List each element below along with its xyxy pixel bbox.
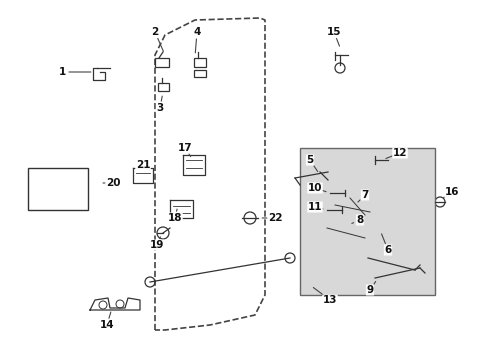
Text: 10: 10 [307, 183, 322, 193]
Text: 13: 13 [322, 295, 337, 305]
Text: 15: 15 [326, 27, 341, 37]
Text: 6: 6 [384, 245, 391, 255]
Bar [194, 70, 205, 77]
Text: 8: 8 [356, 215, 363, 225]
Text: 4: 4 [193, 27, 200, 37]
Text: 7: 7 [361, 190, 368, 200]
Text: 9: 9 [366, 285, 373, 295]
Bar [155, 58, 169, 67]
Bar [194, 58, 205, 67]
Text: 19: 19 [149, 240, 164, 250]
Text: 18: 18 [167, 213, 182, 223]
Text: 14: 14 [100, 320, 114, 330]
Text: 21: 21 [136, 160, 150, 170]
Text: 16: 16 [444, 187, 458, 197]
Text: 5: 5 [306, 155, 313, 165]
Bar [158, 83, 169, 91]
Text: 12: 12 [392, 148, 407, 158]
Text: 3: 3 [156, 103, 163, 113]
Bar [299, 148, 434, 295]
Text: 22: 22 [267, 213, 282, 223]
Text: 1: 1 [58, 67, 65, 77]
Text: 2: 2 [151, 27, 158, 37]
Bar [28, 168, 88, 210]
Text: 20: 20 [105, 178, 120, 188]
Text: 11: 11 [307, 202, 322, 212]
Text: 17: 17 [177, 143, 192, 153]
